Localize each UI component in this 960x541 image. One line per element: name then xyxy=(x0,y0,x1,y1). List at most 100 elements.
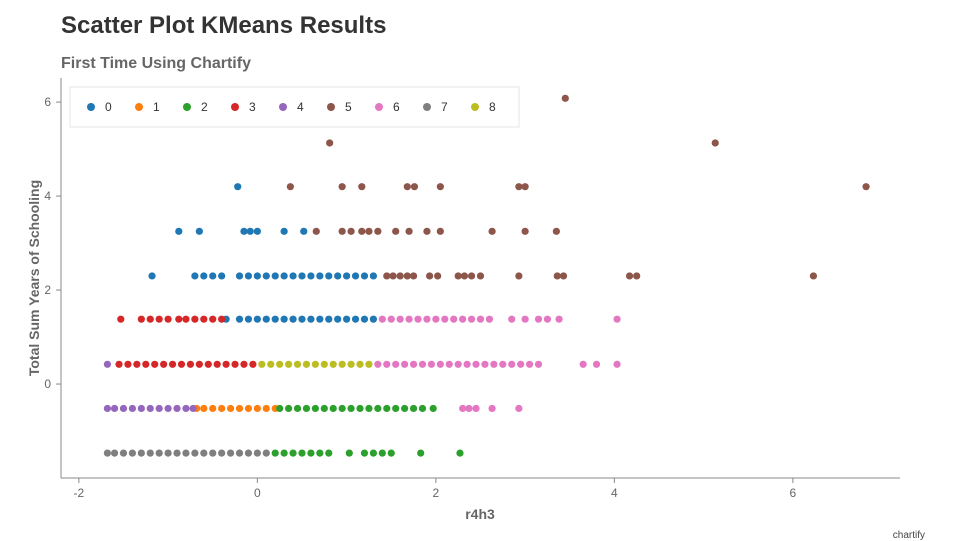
series-3 xyxy=(115,315,257,368)
data-point xyxy=(409,360,418,368)
data-point xyxy=(137,315,145,323)
data-point xyxy=(218,272,226,280)
data-point xyxy=(436,227,444,235)
series-8 xyxy=(258,360,373,368)
data-point xyxy=(258,360,266,368)
data-point xyxy=(253,449,261,457)
axes: -2 0 2 4 6 0 2 4 6 xyxy=(44,78,900,500)
data-point xyxy=(334,272,342,280)
data-point xyxy=(110,404,119,413)
data-point xyxy=(552,227,560,235)
data-point xyxy=(383,360,391,368)
data-point xyxy=(280,449,288,457)
data-point xyxy=(508,360,516,368)
data-point xyxy=(316,272,324,280)
data-point xyxy=(325,272,333,280)
data-point xyxy=(459,404,467,413)
data-point xyxy=(133,360,141,368)
data-point xyxy=(463,360,471,368)
data-point xyxy=(289,272,297,280)
data-point xyxy=(226,404,235,413)
data-point xyxy=(164,315,172,323)
data-point xyxy=(329,360,337,368)
legend-label: 6 xyxy=(393,100,400,114)
data-point xyxy=(409,404,418,413)
data-point xyxy=(450,315,458,323)
data-point xyxy=(809,272,818,280)
data-point xyxy=(209,272,217,280)
data-point xyxy=(103,449,112,457)
data-point xyxy=(555,315,563,323)
data-point xyxy=(234,183,242,191)
data-point xyxy=(553,272,561,280)
data-point xyxy=(343,315,351,323)
data-point xyxy=(365,360,373,368)
series-0 xyxy=(148,183,377,323)
data-point xyxy=(262,272,270,280)
data-point xyxy=(262,404,270,413)
data-point xyxy=(325,449,333,457)
data-point xyxy=(365,227,373,235)
data-point xyxy=(613,360,621,368)
data-point xyxy=(534,315,543,323)
data-point xyxy=(515,183,523,191)
data-point xyxy=(347,404,355,413)
data-point xyxy=(124,360,132,368)
data-point xyxy=(209,449,217,457)
data-point xyxy=(289,449,297,457)
data-point xyxy=(436,360,444,368)
data-point xyxy=(521,315,529,323)
data-point xyxy=(240,227,248,235)
data-point xyxy=(369,315,377,323)
legend-label: 2 xyxy=(201,100,208,114)
data-point xyxy=(862,183,870,191)
data-point xyxy=(465,404,473,413)
data-point xyxy=(515,404,523,413)
series-6 xyxy=(374,315,621,413)
data-point xyxy=(226,449,235,457)
data-point xyxy=(374,227,382,235)
data-point xyxy=(396,272,404,280)
data-point xyxy=(253,315,261,323)
data-point xyxy=(508,315,516,323)
legend-label: 1 xyxy=(153,100,160,114)
data-point xyxy=(351,272,360,280)
data-point xyxy=(454,360,462,368)
data-point xyxy=(369,272,377,280)
data-point xyxy=(119,404,128,413)
legend-swatch xyxy=(327,103,335,111)
data-point xyxy=(517,360,525,368)
data-point xyxy=(246,227,254,235)
data-point xyxy=(285,360,293,368)
data-point xyxy=(302,360,311,368)
data-point xyxy=(307,449,315,457)
data-point xyxy=(360,449,369,457)
data-point xyxy=(320,360,328,368)
data-point xyxy=(155,449,163,457)
data-point xyxy=(191,272,199,280)
data-point xyxy=(485,315,494,323)
data-point xyxy=(155,315,163,323)
data-point xyxy=(262,449,270,457)
data-point xyxy=(186,360,195,368)
data-point xyxy=(326,139,334,147)
data-point xyxy=(414,315,422,323)
legend-swatch xyxy=(279,103,287,111)
data-point xyxy=(244,272,253,280)
data-point xyxy=(280,315,288,323)
data-point xyxy=(191,449,199,457)
data-point xyxy=(302,404,311,413)
data-point xyxy=(182,449,190,457)
data-point xyxy=(401,404,409,413)
data-point xyxy=(146,449,154,457)
data-point xyxy=(334,315,342,323)
data-point xyxy=(559,272,568,280)
data-point xyxy=(488,404,496,413)
data-point xyxy=(374,404,382,413)
data-point xyxy=(177,360,186,368)
data-point xyxy=(182,315,190,323)
data-point xyxy=(218,404,226,413)
data-point xyxy=(387,449,395,457)
data-point xyxy=(358,227,366,235)
data-point xyxy=(173,449,181,457)
